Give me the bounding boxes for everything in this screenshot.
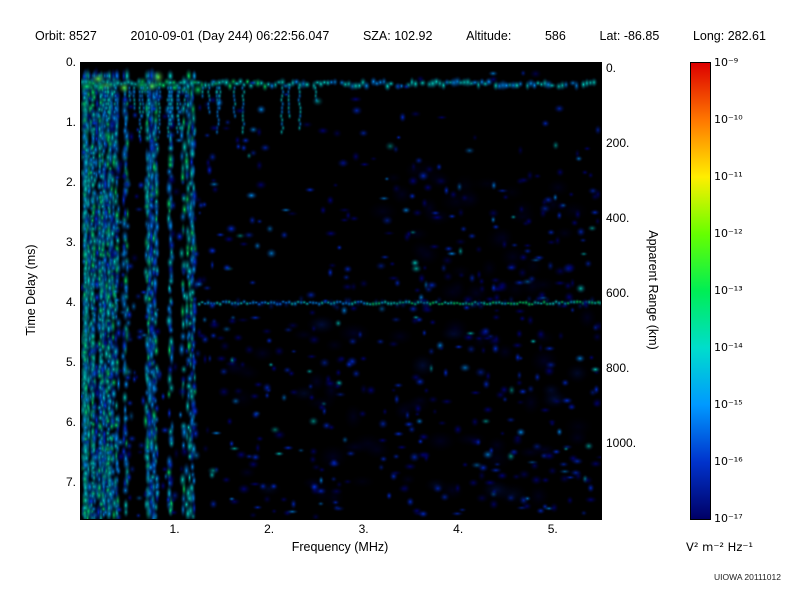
x-tick-label: 5. xyxy=(547,522,558,536)
y-axis-label-time-delay: Time Delay (ms) xyxy=(24,244,38,336)
y2-tick-label: 400. xyxy=(606,211,630,225)
y2-tick-label: 800. xyxy=(606,361,630,375)
y-tick-label: 3. xyxy=(65,235,76,249)
colorbar-tick-label: 10⁻¹⁴ xyxy=(714,341,743,354)
y2-tick-label: 200. xyxy=(606,136,630,150)
x-tick-label: 4. xyxy=(453,522,464,536)
header-latitude: Lat: -86.85 xyxy=(599,29,660,43)
colorbar-tick-label: 10⁻¹³ xyxy=(714,284,743,297)
colorbar-tick-label: 10⁻¹⁷ xyxy=(714,512,743,525)
colorbar-tick-label: 10⁻¹⁰ xyxy=(714,113,743,126)
y-tick-label: 5. xyxy=(65,355,76,369)
y-tick-label: 7. xyxy=(65,475,76,489)
x-tick-label: 2. xyxy=(264,522,275,536)
header-sza: SZA: 102.92 xyxy=(362,29,433,43)
x-axis-label-frequency: Frequency (MHz) xyxy=(291,540,389,554)
y-tick-label: 2. xyxy=(65,175,76,189)
y2-tick-label: 600. xyxy=(606,286,630,300)
y-tick-label: 4. xyxy=(65,295,76,309)
colorbar-tick-label: 10⁻¹² xyxy=(714,227,743,240)
y-tick-label: 0. xyxy=(65,55,76,69)
header-orbit: Orbit: 8527 xyxy=(35,29,97,43)
y-tick-label: 6. xyxy=(65,415,76,429)
spectrogram-canvas xyxy=(81,63,601,519)
x-tick-label: 3. xyxy=(358,522,369,536)
y-tick-label: 1. xyxy=(65,115,76,129)
header-datetime: 2010-09-01 (Day 244) 06:22:56.047 xyxy=(130,29,330,43)
colorbar-tick-label: 10⁻¹¹ xyxy=(714,170,743,183)
colorbar-tick-label: 10⁻¹⁵ xyxy=(714,398,743,411)
x-tick-label: 1. xyxy=(169,522,180,536)
colorbar xyxy=(690,62,711,520)
y2-tick-label: 1000. xyxy=(606,436,637,450)
colorbar-unit-label: V² m⁻² Hz⁻¹ xyxy=(686,540,754,554)
header-longitude: Long: 282.61 xyxy=(692,29,766,43)
y2-tick-label: 0. xyxy=(606,61,617,75)
spectrogram-plot-area xyxy=(80,62,602,520)
header-info-bar: Orbit: 8527 2010-09-01 (Day 244) 06:22:5… xyxy=(35,29,766,43)
colorbar-tick-label: 10⁻⁹ xyxy=(714,56,739,69)
watermark-text: UIOWA 20111012 xyxy=(714,572,781,582)
header-altitude-label: Altitude: xyxy=(466,29,512,43)
header-altitude-value: 586 xyxy=(544,29,566,43)
colorbar-tick-label: 10⁻¹⁶ xyxy=(714,455,743,468)
y-axis-label-apparent-range: Apparent Range (km) xyxy=(646,230,660,350)
